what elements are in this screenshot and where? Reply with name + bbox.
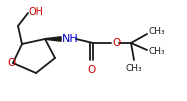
Text: CH₃: CH₃ xyxy=(126,64,142,73)
Text: O: O xyxy=(8,58,16,68)
Text: O: O xyxy=(112,38,120,48)
Text: NH: NH xyxy=(62,34,79,44)
Polygon shape xyxy=(45,37,61,41)
Text: CH₃: CH₃ xyxy=(149,27,166,36)
Text: OH: OH xyxy=(29,7,44,17)
Text: O: O xyxy=(88,65,96,75)
Text: CH₃: CH₃ xyxy=(149,47,166,56)
